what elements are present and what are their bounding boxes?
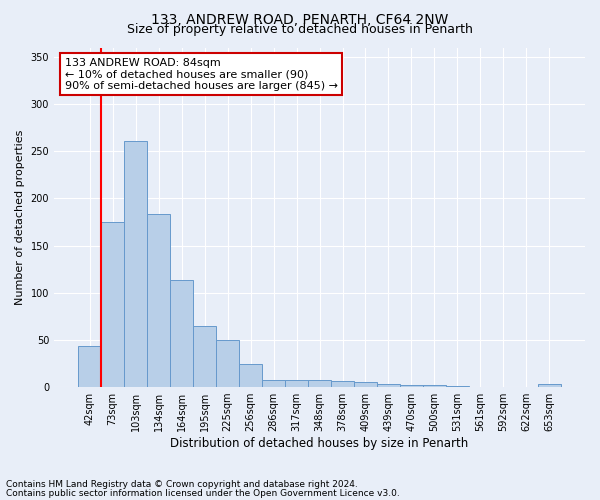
Bar	[101, 222, 124, 387]
Text: 133 ANDREW ROAD: 84sqm
← 10% of detached houses are smaller (90)
90% of semi-det: 133 ANDREW ROAD: 84sqm ← 10% of detached…	[65, 58, 338, 91]
Bar	[147, 214, 170, 387]
Bar	[124, 141, 147, 387]
Bar	[262, 380, 285, 387]
Bar	[193, 326, 216, 387]
Y-axis label: Number of detached properties: Number of detached properties	[15, 130, 25, 305]
Text: 133, ANDREW ROAD, PENARTH, CF64 2NW: 133, ANDREW ROAD, PENARTH, CF64 2NW	[151, 12, 449, 26]
Bar	[78, 346, 101, 387]
Bar	[377, 384, 400, 387]
Bar	[400, 385, 423, 387]
Bar	[239, 364, 262, 387]
Bar	[538, 384, 561, 387]
Text: Size of property relative to detached houses in Penarth: Size of property relative to detached ho…	[127, 22, 473, 36]
Bar	[423, 385, 446, 387]
Bar	[285, 380, 308, 387]
Bar	[308, 380, 331, 387]
X-axis label: Distribution of detached houses by size in Penarth: Distribution of detached houses by size …	[170, 437, 469, 450]
Bar	[216, 340, 239, 387]
Text: Contains HM Land Registry data © Crown copyright and database right 2024.: Contains HM Land Registry data © Crown c…	[6, 480, 358, 489]
Bar	[331, 382, 354, 387]
Bar	[170, 280, 193, 387]
Bar	[446, 386, 469, 387]
Bar	[354, 382, 377, 387]
Text: Contains public sector information licensed under the Open Government Licence v3: Contains public sector information licen…	[6, 488, 400, 498]
